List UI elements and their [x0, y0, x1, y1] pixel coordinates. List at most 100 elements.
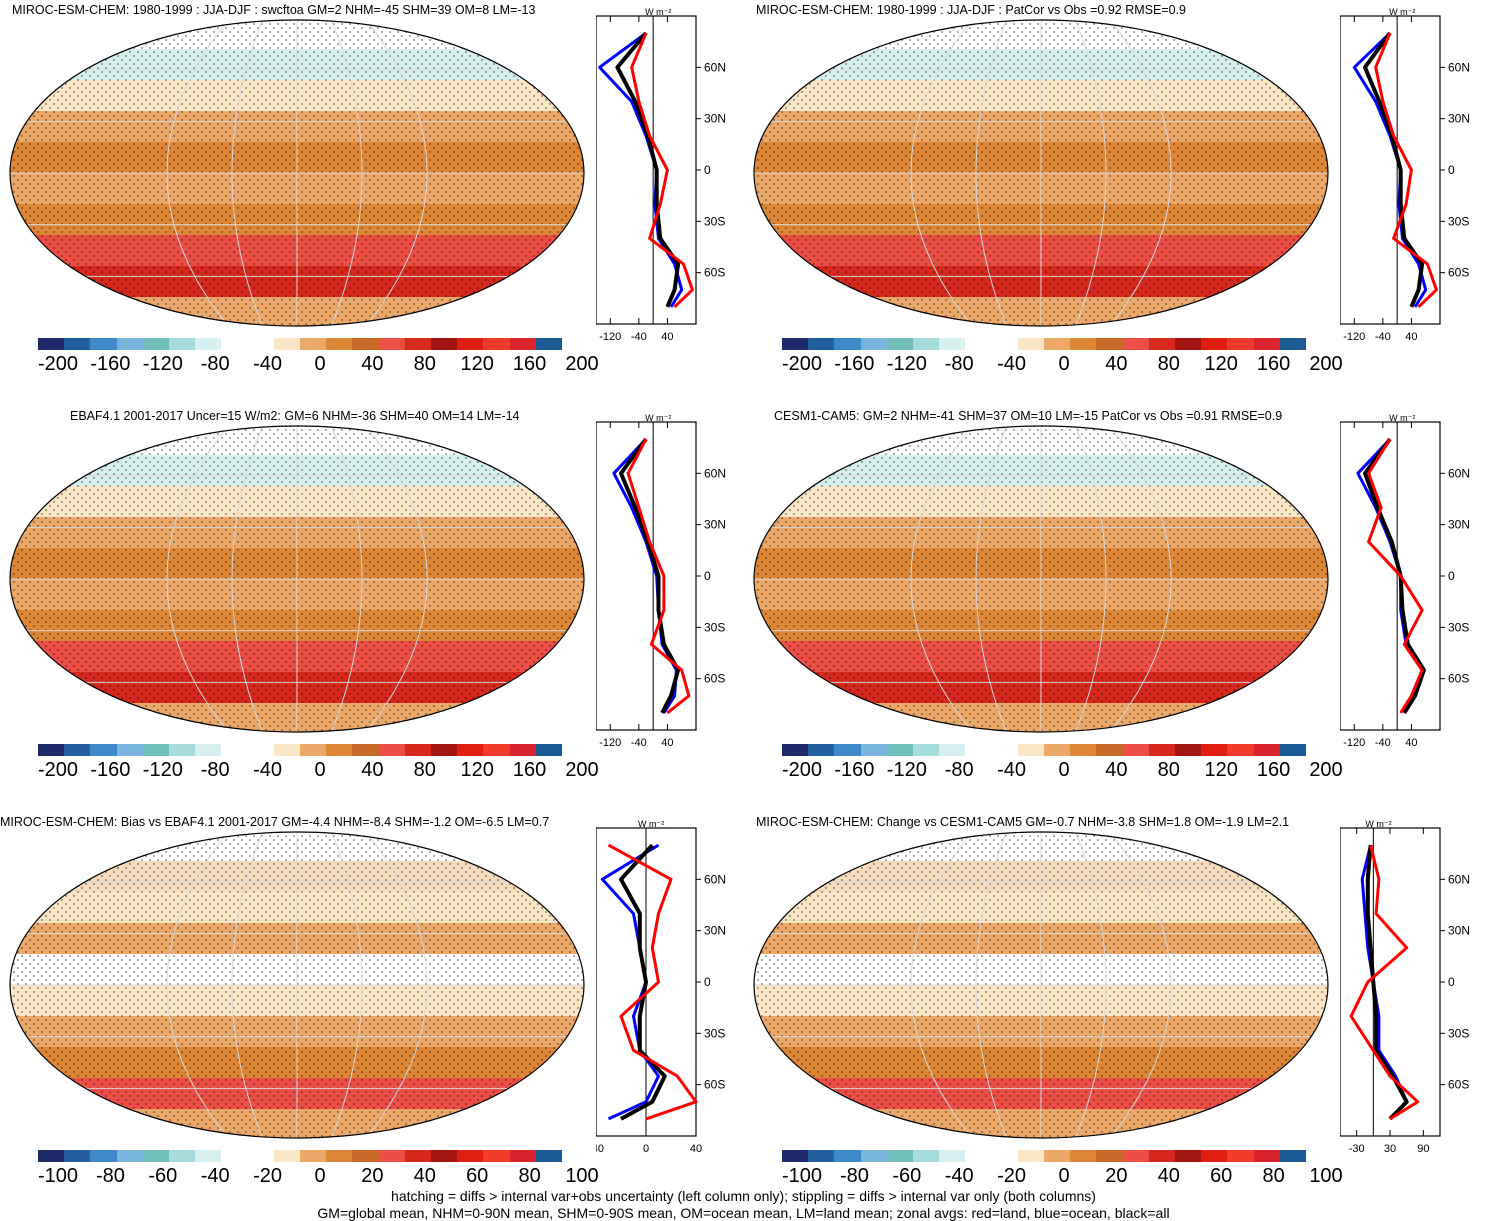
zonal-x-tick-label: 40 — [1405, 737, 1417, 749]
zonal-unit-label: W m⁻² — [1389, 7, 1415, 17]
panel-title: EBAF4.1 2001-2017 Uncer=15 W/m2: GM=6 NH… — [70, 409, 520, 423]
colorbar-swatch — [1017, 1150, 1045, 1162]
colorbar-tick-label: 80 — [1157, 759, 1180, 781]
colorbar — [38, 744, 563, 756]
colorbar-swatch — [782, 1150, 809, 1162]
zonal-unit-label: W m⁻² — [645, 7, 671, 17]
colorbar-swatch — [247, 338, 274, 350]
zonal-series-line — [1365, 844, 1409, 1121]
panel-6: MIROC-ESM-CHEM: Change vs CESM1-CAM5 GM=… — [744, 812, 1487, 1218]
colorbar-tick-label: 40 — [361, 759, 384, 781]
colorbar-swatch — [300, 1150, 327, 1162]
colorbar-swatch — [38, 1150, 65, 1162]
colorbar-tick-label: 160 — [512, 353, 547, 375]
colorbar-tick-label: -120 — [886, 759, 927, 781]
colorbar-swatch — [326, 744, 353, 756]
colorbar-tick-label: 80 — [1262, 1165, 1285, 1187]
zonal-y-tick-label: 30N — [704, 112, 726, 126]
colorbar-swatch — [991, 338, 1018, 350]
colorbar-swatch — [431, 338, 458, 350]
colorbar-tick-label: -160 — [90, 759, 131, 781]
colorbar-tick-label: 40 — [1105, 353, 1128, 375]
zonal-y-tick-label: 60S — [704, 1078, 725, 1092]
colorbar-swatch — [247, 744, 274, 756]
zonal-y-tick-label: 30S — [1448, 1026, 1469, 1040]
footer-note-means: GM=global mean, NHM=0-90N mean, SHM=0-90… — [317, 1205, 1170, 1221]
colorbar-swatch — [431, 744, 458, 756]
zonal-y-tick-label: 0 — [1448, 569, 1455, 583]
colorbar-tick-label: 0 — [314, 759, 326, 781]
colorbar-swatch — [860, 338, 887, 350]
colorbar-swatch — [913, 338, 940, 350]
colorbar-tick-label: 80 — [1157, 353, 1180, 375]
colorbar-swatch — [221, 338, 248, 350]
colorbar-swatch — [247, 1150, 274, 1162]
colorbar-swatch — [1201, 1150, 1228, 1162]
zonal-y-tick-label: 30N — [704, 924, 726, 938]
colorbar-swatch — [1175, 744, 1202, 756]
colorbar-tick-label: 20 — [1105, 1165, 1128, 1187]
zonal-y-tick-label: 60N — [1448, 872, 1470, 886]
zonal-series-line — [619, 437, 681, 714]
colorbar-swatch — [326, 338, 353, 350]
zonal-x-tick-label: -120 — [599, 737, 621, 749]
colorbar-swatch — [1175, 1150, 1202, 1162]
colorbar-tick-label: -100 — [37, 1165, 79, 1187]
colorbar-swatch — [90, 338, 117, 350]
colorbar-swatch — [195, 1150, 222, 1162]
zonal-series-line — [1352, 32, 1428, 308]
zonal-x-tick-label: -120 — [1343, 737, 1365, 749]
zonal-x-tick-label: -40 — [631, 331, 647, 343]
colorbar-tick-label: -40 — [997, 759, 1027, 781]
colorbar-tick-label: 60 — [466, 1165, 489, 1187]
colorbar-tick-label: -40 — [253, 353, 283, 375]
colorbar-swatch — [90, 744, 117, 756]
zonal-y-tick-label: 60N — [704, 872, 726, 886]
colorbar-swatch — [300, 338, 327, 350]
zonal-y-tick-label: 60S — [1448, 1078, 1469, 1092]
colorbar-swatch — [1279, 744, 1307, 756]
zonal-y-tick-label: 60S — [1448, 266, 1469, 280]
colorbar-swatch — [378, 338, 405, 350]
colorbar-swatch — [939, 1150, 966, 1162]
colorbar-swatch — [352, 338, 379, 350]
colorbar-tick-label: 200 — [1309, 759, 1343, 781]
map-plot — [8, 18, 586, 328]
colorbar-tick-label: -40 — [944, 1165, 974, 1187]
zonal-y-tick-label: 30S — [1448, 214, 1469, 228]
colorbar-swatch — [939, 338, 966, 350]
panel-5: MIROC-ESM-CHEM: Bias vs EBAF4.1 2001-201… — [0, 812, 743, 1218]
zonal-series-line — [615, 31, 681, 308]
panel-title: MIROC-ESM-CHEM: Bias vs EBAF4.1 2001-201… — [0, 815, 550, 829]
zonal-x-tick-label: -120 — [599, 331, 621, 343]
colorbar-swatch — [1227, 744, 1254, 756]
zonal-unit-label: W m⁻² — [1365, 819, 1391, 829]
zonal-y-tick-label: 30N — [1448, 518, 1470, 532]
zonal-series-line — [1374, 32, 1438, 308]
zonal-x-tick-label: 40 — [690, 1143, 702, 1155]
colorbar-tick-label: -200 — [37, 759, 79, 781]
colorbar-tick-label: -120 — [886, 353, 927, 375]
zonal-mean-plot: 60N 30N 0 30S 60S -120 -40 40 W m⁻² — [1339, 412, 1485, 757]
colorbar-swatch — [535, 1150, 563, 1162]
zonal-series-line — [619, 843, 667, 1121]
colorbar-swatch — [1227, 1150, 1254, 1162]
zonal-series-line — [600, 843, 660, 1121]
colorbar-tick-label: 80 — [413, 759, 436, 781]
zonal-mean-plot: 60N 30N 0 30S 60S -40 0 40 W m⁻² — [588, 818, 741, 1163]
colorbar-tick-label: 80 — [518, 1165, 541, 1187]
colorbar-tick-label: -120 — [142, 353, 183, 375]
colorbar-swatch — [326, 1150, 353, 1162]
colorbar-swatch — [1070, 1150, 1097, 1162]
colorbar-swatch — [1017, 338, 1045, 350]
colorbar-swatch — [808, 338, 835, 350]
colorbar-swatch — [404, 338, 432, 350]
zonal-y-tick-label: 60N — [1448, 466, 1470, 480]
colorbar-labels: -100 -80 -60 -40 -20 0 20 40 60 80 100 — [764, 1165, 1343, 1189]
zonal-x-tick-label: -40 — [596, 1143, 604, 1155]
colorbar — [38, 338, 563, 350]
zonal-y-tick-label: 0 — [1448, 163, 1455, 177]
colorbar-swatch — [965, 338, 992, 350]
colorbar-tick-label: -40 — [997, 353, 1027, 375]
colorbar-swatch — [38, 744, 65, 756]
